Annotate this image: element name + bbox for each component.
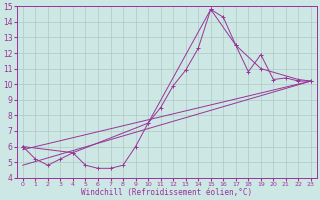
X-axis label: Windchill (Refroidissement éolien,°C): Windchill (Refroidissement éolien,°C) [81, 188, 252, 197]
